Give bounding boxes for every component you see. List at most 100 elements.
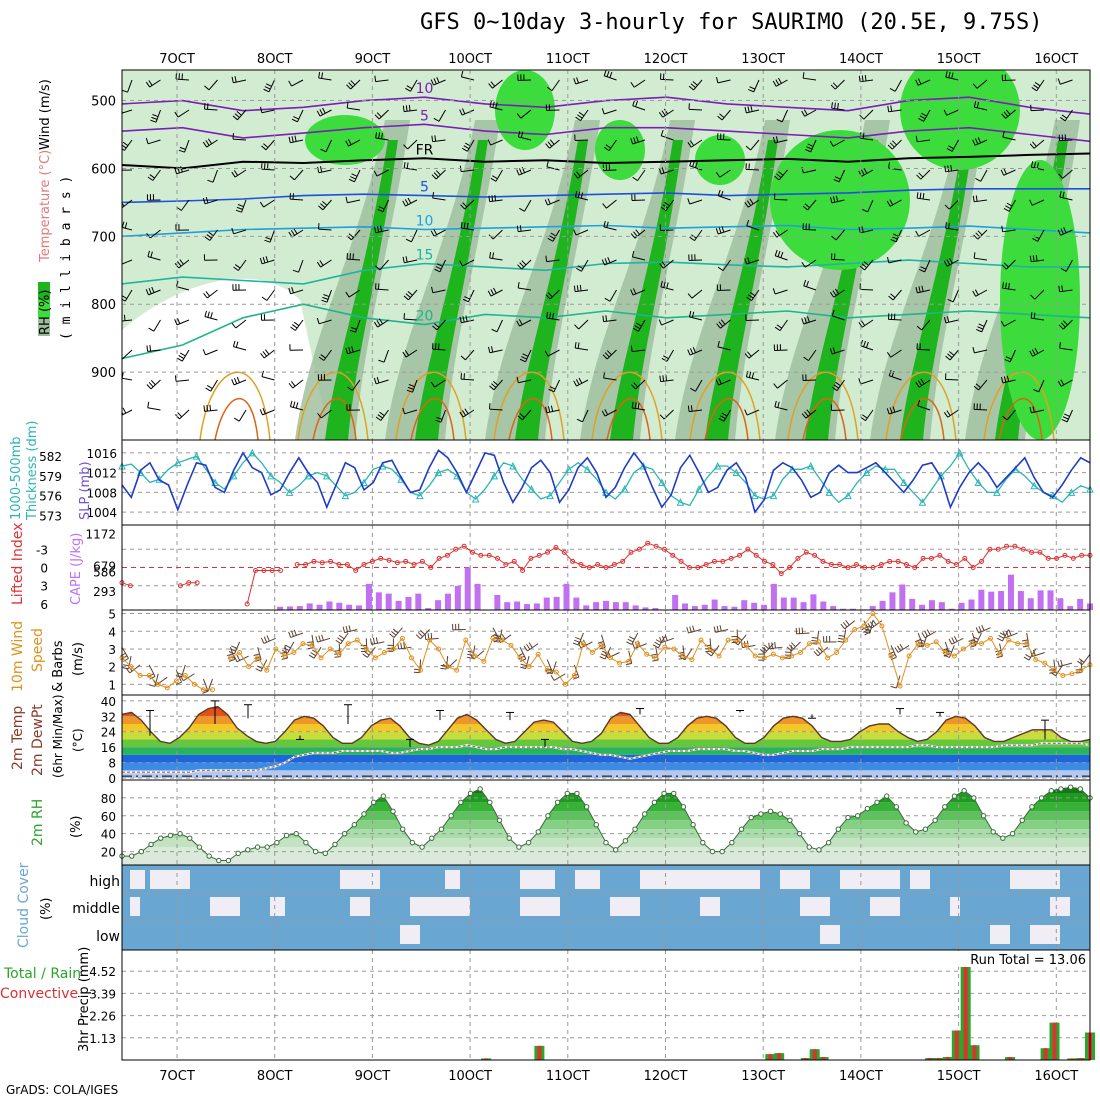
upper-wind-barb bbox=[603, 377, 617, 381]
cape-axis-label: CAPE (J/kg) bbox=[69, 533, 84, 605]
lifted-index-point bbox=[244, 601, 250, 607]
upper-wind-barb-feather bbox=[773, 383, 778, 389]
cloud-axis-label: Cloud Cover bbox=[16, 862, 32, 948]
wind-speed-point bbox=[761, 655, 767, 661]
upper-wind-barb bbox=[261, 109, 275, 114]
surface-wind-barb bbox=[817, 646, 828, 657]
upper-wind-barb bbox=[747, 199, 760, 208]
upper-wind-barb bbox=[1059, 196, 1073, 201]
lifted-index-point bbox=[1037, 549, 1043, 555]
upper-wind-barb-feather bbox=[663, 108, 669, 115]
upper-wind-barb-feather bbox=[516, 225, 519, 232]
surface-wind-barb bbox=[631, 632, 639, 645]
lifted-tick--3: -3 bbox=[36, 543, 48, 557]
upper-wind-barb-feather bbox=[715, 172, 721, 178]
upper-wind-barb-feather bbox=[288, 80, 292, 87]
upper-wind-barb bbox=[351, 379, 361, 391]
upper-wind-barb bbox=[462, 259, 475, 267]
upper-wind-barb-feather bbox=[1063, 227, 1067, 234]
upper-wind-barb-feather bbox=[633, 327, 639, 332]
upper-wind-barb-feather bbox=[1033, 388, 1039, 393]
upper-wind-barb bbox=[177, 109, 190, 118]
upper-wind-barb-feather bbox=[350, 326, 357, 330]
upper-wind-barb bbox=[889, 199, 902, 207]
upper-wind-barb-feather bbox=[179, 259, 184, 265]
cape-bar bbox=[889, 592, 896, 610]
upper-wind-barb-feather bbox=[149, 174, 155, 179]
surface-wind-barb bbox=[338, 643, 341, 657]
surface-wind-barb-feather bbox=[652, 659, 659, 662]
surface-wind-barb-feather bbox=[256, 665, 263, 670]
lifted-index-point bbox=[887, 558, 893, 564]
upper-wind-barb bbox=[461, 76, 475, 81]
wind-speed-point bbox=[1078, 667, 1084, 673]
precip-convective-bar bbox=[928, 1058, 933, 1060]
upper-wind-barb-feather bbox=[148, 327, 155, 332]
upper-wind-barb-feather bbox=[519, 262, 525, 268]
upper-wind-barb-feather bbox=[321, 72, 324, 79]
upper-wind-barb-feather bbox=[916, 192, 919, 199]
upper-wind-barb bbox=[838, 169, 845, 183]
rh2m-point bbox=[719, 848, 725, 855]
upper-wind-barb bbox=[1005, 259, 1016, 270]
upper-wind-barb bbox=[460, 378, 475, 381]
upper-wind-barb bbox=[176, 169, 190, 175]
upper-wind-barb-feather bbox=[322, 107, 326, 114]
surface-wind-barb bbox=[419, 659, 422, 673]
upper-wind-barb-feather bbox=[318, 71, 321, 79]
thickness-point bbox=[490, 471, 499, 480]
upper-wind-barb-feather bbox=[862, 208, 868, 213]
upper-wind-barb-feather bbox=[974, 289, 979, 296]
surface-wind-barb-feather bbox=[1025, 654, 1031, 658]
upper-wind-barb bbox=[633, 79, 646, 88]
upper-wind-barb-feather bbox=[489, 385, 495, 391]
upper-wind-barb bbox=[722, 259, 731, 271]
lifted-index-point bbox=[653, 543, 659, 549]
upper-wind-barb-feather bbox=[146, 232, 151, 239]
upper-wind-barb-feather bbox=[1060, 268, 1067, 272]
upper-wind-barb-feather bbox=[209, 404, 212, 411]
upper-wind-barb bbox=[265, 139, 275, 151]
upper-wind-barb bbox=[691, 289, 703, 299]
upper-wind-barb bbox=[774, 198, 788, 201]
wind-speed-point bbox=[209, 687, 215, 693]
lifted-index-point bbox=[511, 558, 517, 564]
upper-wind-barb-feather bbox=[945, 355, 951, 361]
warm-contour-2 bbox=[395, 371, 467, 440]
upper-wind-barb bbox=[694, 229, 703, 241]
upper-wind-barb-feather bbox=[148, 80, 153, 86]
slp-tick-1008: 1008 bbox=[86, 486, 117, 500]
upper-wind-barb-feather bbox=[1060, 228, 1064, 235]
upper-wind-barb-feather bbox=[776, 118, 783, 123]
precip-convective-bar bbox=[1052, 1022, 1057, 1060]
upper-wind-barb bbox=[894, 79, 902, 92]
upper-wind-barb bbox=[318, 77, 332, 81]
upper-wind-barb-feather bbox=[231, 171, 236, 178]
upper-wind-barb bbox=[518, 169, 532, 176]
upper-wind-barb bbox=[867, 199, 874, 213]
lifted-index-point bbox=[711, 558, 717, 564]
upper-wind-barb bbox=[689, 316, 703, 321]
upper-wind-barb-feather bbox=[403, 144, 409, 150]
upper-wind-barb bbox=[1006, 409, 1016, 421]
thickness-point bbox=[434, 468, 443, 477]
upper-wind-barb-feather bbox=[837, 103, 839, 110]
cape-bar bbox=[820, 601, 827, 610]
thickness-point bbox=[955, 448, 964, 457]
rh-plume-core-0 bbox=[325, 140, 398, 440]
cape-bar bbox=[523, 604, 530, 610]
cape-bar bbox=[919, 604, 926, 610]
upper-wind-barb bbox=[603, 319, 617, 323]
upper-wind-barb bbox=[320, 409, 332, 419]
rh2m-point bbox=[758, 811, 764, 817]
rh2m-point bbox=[554, 799, 561, 806]
lifted-index-point bbox=[912, 565, 918, 570]
upper-wind-barb-feather bbox=[202, 141, 208, 148]
warm-contour-inner-8 bbox=[998, 398, 1043, 440]
wind-speed-point bbox=[734, 637, 740, 643]
wind-speed-point bbox=[553, 669, 559, 675]
upper-wind-barb-feather bbox=[375, 265, 381, 271]
upper-wind-barb-feather bbox=[772, 288, 776, 295]
wind-speed-point bbox=[716, 653, 722, 659]
upper-wind-barb-feather bbox=[345, 347, 349, 354]
